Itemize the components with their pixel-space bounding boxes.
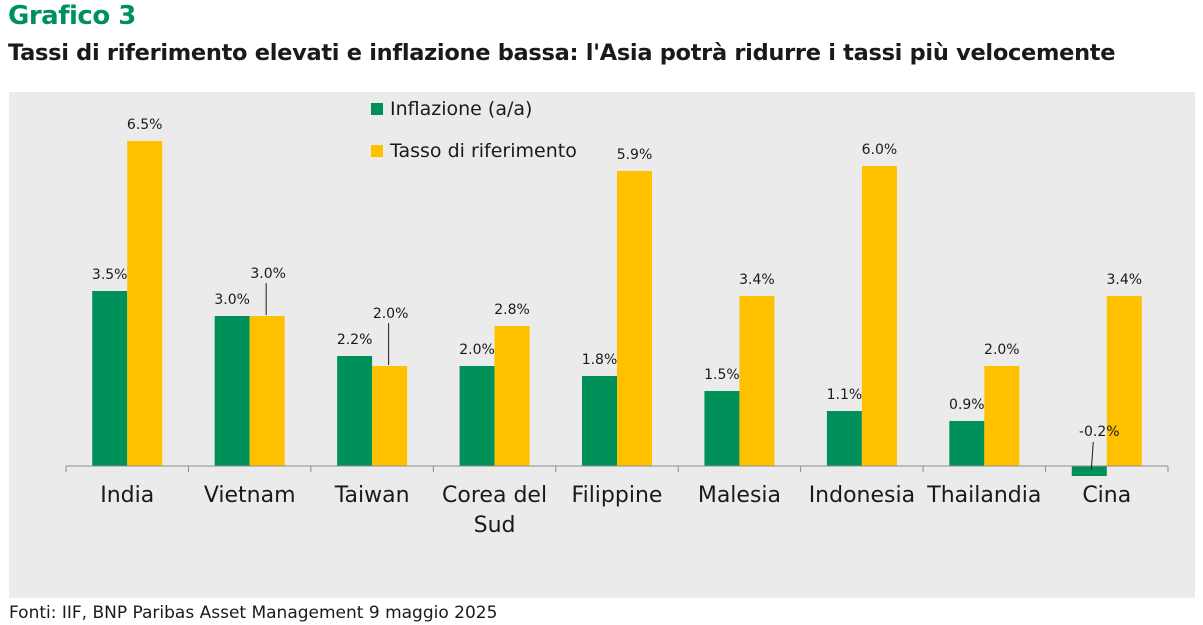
data-label: -0.2% bbox=[1079, 424, 1120, 440]
chart-title: Tassi di riferimento elevati e inflazion… bbox=[8, 40, 1116, 66]
legend-label-policy-rate: Tasso di riferimento bbox=[390, 140, 577, 162]
data-label-leader bbox=[1090, 441, 1094, 471]
category-label: Taiwan bbox=[334, 483, 410, 508]
legend-item-policy-rate: Tasso di riferimento bbox=[371, 140, 577, 162]
bar-policy-rate bbox=[861, 166, 897, 466]
data-label: 2.0% bbox=[373, 306, 409, 322]
bar-inflation bbox=[704, 391, 740, 466]
bar-policy-rate bbox=[494, 326, 530, 466]
data-label: 5.9% bbox=[617, 147, 653, 163]
data-label: 3.0% bbox=[250, 266, 286, 282]
legend-label-inflation: Inflazione (a/a) bbox=[390, 98, 533, 120]
plot-area: 3.5% 6.5% 3.0% 3.0% 2.2% 2.0% 2.0% 2.8% 1.8% 5.9%… bbox=[9, 92, 1195, 598]
data-label: 3.0% bbox=[214, 292, 250, 308]
category-label: Malesia bbox=[698, 483, 781, 508]
bar-policy-rate bbox=[617, 171, 652, 466]
bar-inflation bbox=[337, 356, 373, 466]
bar-policy-rate bbox=[127, 141, 163, 466]
data-label: 3.5% bbox=[92, 267, 128, 283]
data-label: 6.0% bbox=[862, 142, 898, 158]
bar-policy-rate bbox=[984, 366, 1020, 466]
bar-inflation bbox=[826, 411, 862, 466]
bar-inflation bbox=[459, 366, 495, 466]
category-label: Cina bbox=[1082, 483, 1131, 508]
legend-item-inflation: Inflazione (a/a) bbox=[371, 98, 532, 120]
bar-policy-rate bbox=[249, 316, 285, 466]
category-label: Indonesia bbox=[809, 483, 915, 508]
data-label: 1.8% bbox=[582, 352, 618, 368]
data-label: 1.1% bbox=[827, 387, 863, 403]
data-label: 3.4% bbox=[739, 272, 775, 288]
bar-policy-rate bbox=[1106, 296, 1142, 466]
bar-inflation bbox=[1071, 466, 1107, 476]
data-label: 2.0% bbox=[459, 342, 495, 358]
bar-chart: 3.5%6.5%3.0%3.0%2.2%2.0%2.0%2.8%1.8%5.9%… bbox=[65, 117, 1169, 538]
data-label: 0.9% bbox=[949, 397, 985, 413]
category-label: Filippine bbox=[572, 483, 663, 508]
data-label: 1.5% bbox=[704, 367, 740, 383]
bar-inflation bbox=[92, 291, 128, 466]
bar-inflation bbox=[949, 421, 985, 466]
bar-inflation bbox=[582, 376, 617, 466]
category-label: Vietnam bbox=[204, 483, 296, 508]
bar-inflation bbox=[214, 316, 250, 466]
data-label: 3.4% bbox=[1106, 272, 1142, 288]
category-label: India bbox=[100, 483, 154, 508]
data-label: 6.5% bbox=[127, 117, 163, 133]
legend-swatch-inflation bbox=[371, 103, 383, 115]
bar-policy-rate bbox=[372, 366, 408, 466]
data-label: 2.8% bbox=[494, 302, 530, 318]
chart-label: Grafico 3 bbox=[8, 1, 136, 31]
legend-swatch-policy-rate bbox=[371, 145, 383, 157]
bar-policy-rate bbox=[739, 296, 775, 466]
data-label: 2.0% bbox=[984, 342, 1020, 358]
category-label: Thailandia bbox=[926, 483, 1041, 508]
category-label: Corea del Sud bbox=[442, 483, 547, 538]
data-label: 2.2% bbox=[337, 332, 373, 348]
source-note: Fonti: IIF, BNP Paribas Asset Management… bbox=[9, 603, 498, 623]
